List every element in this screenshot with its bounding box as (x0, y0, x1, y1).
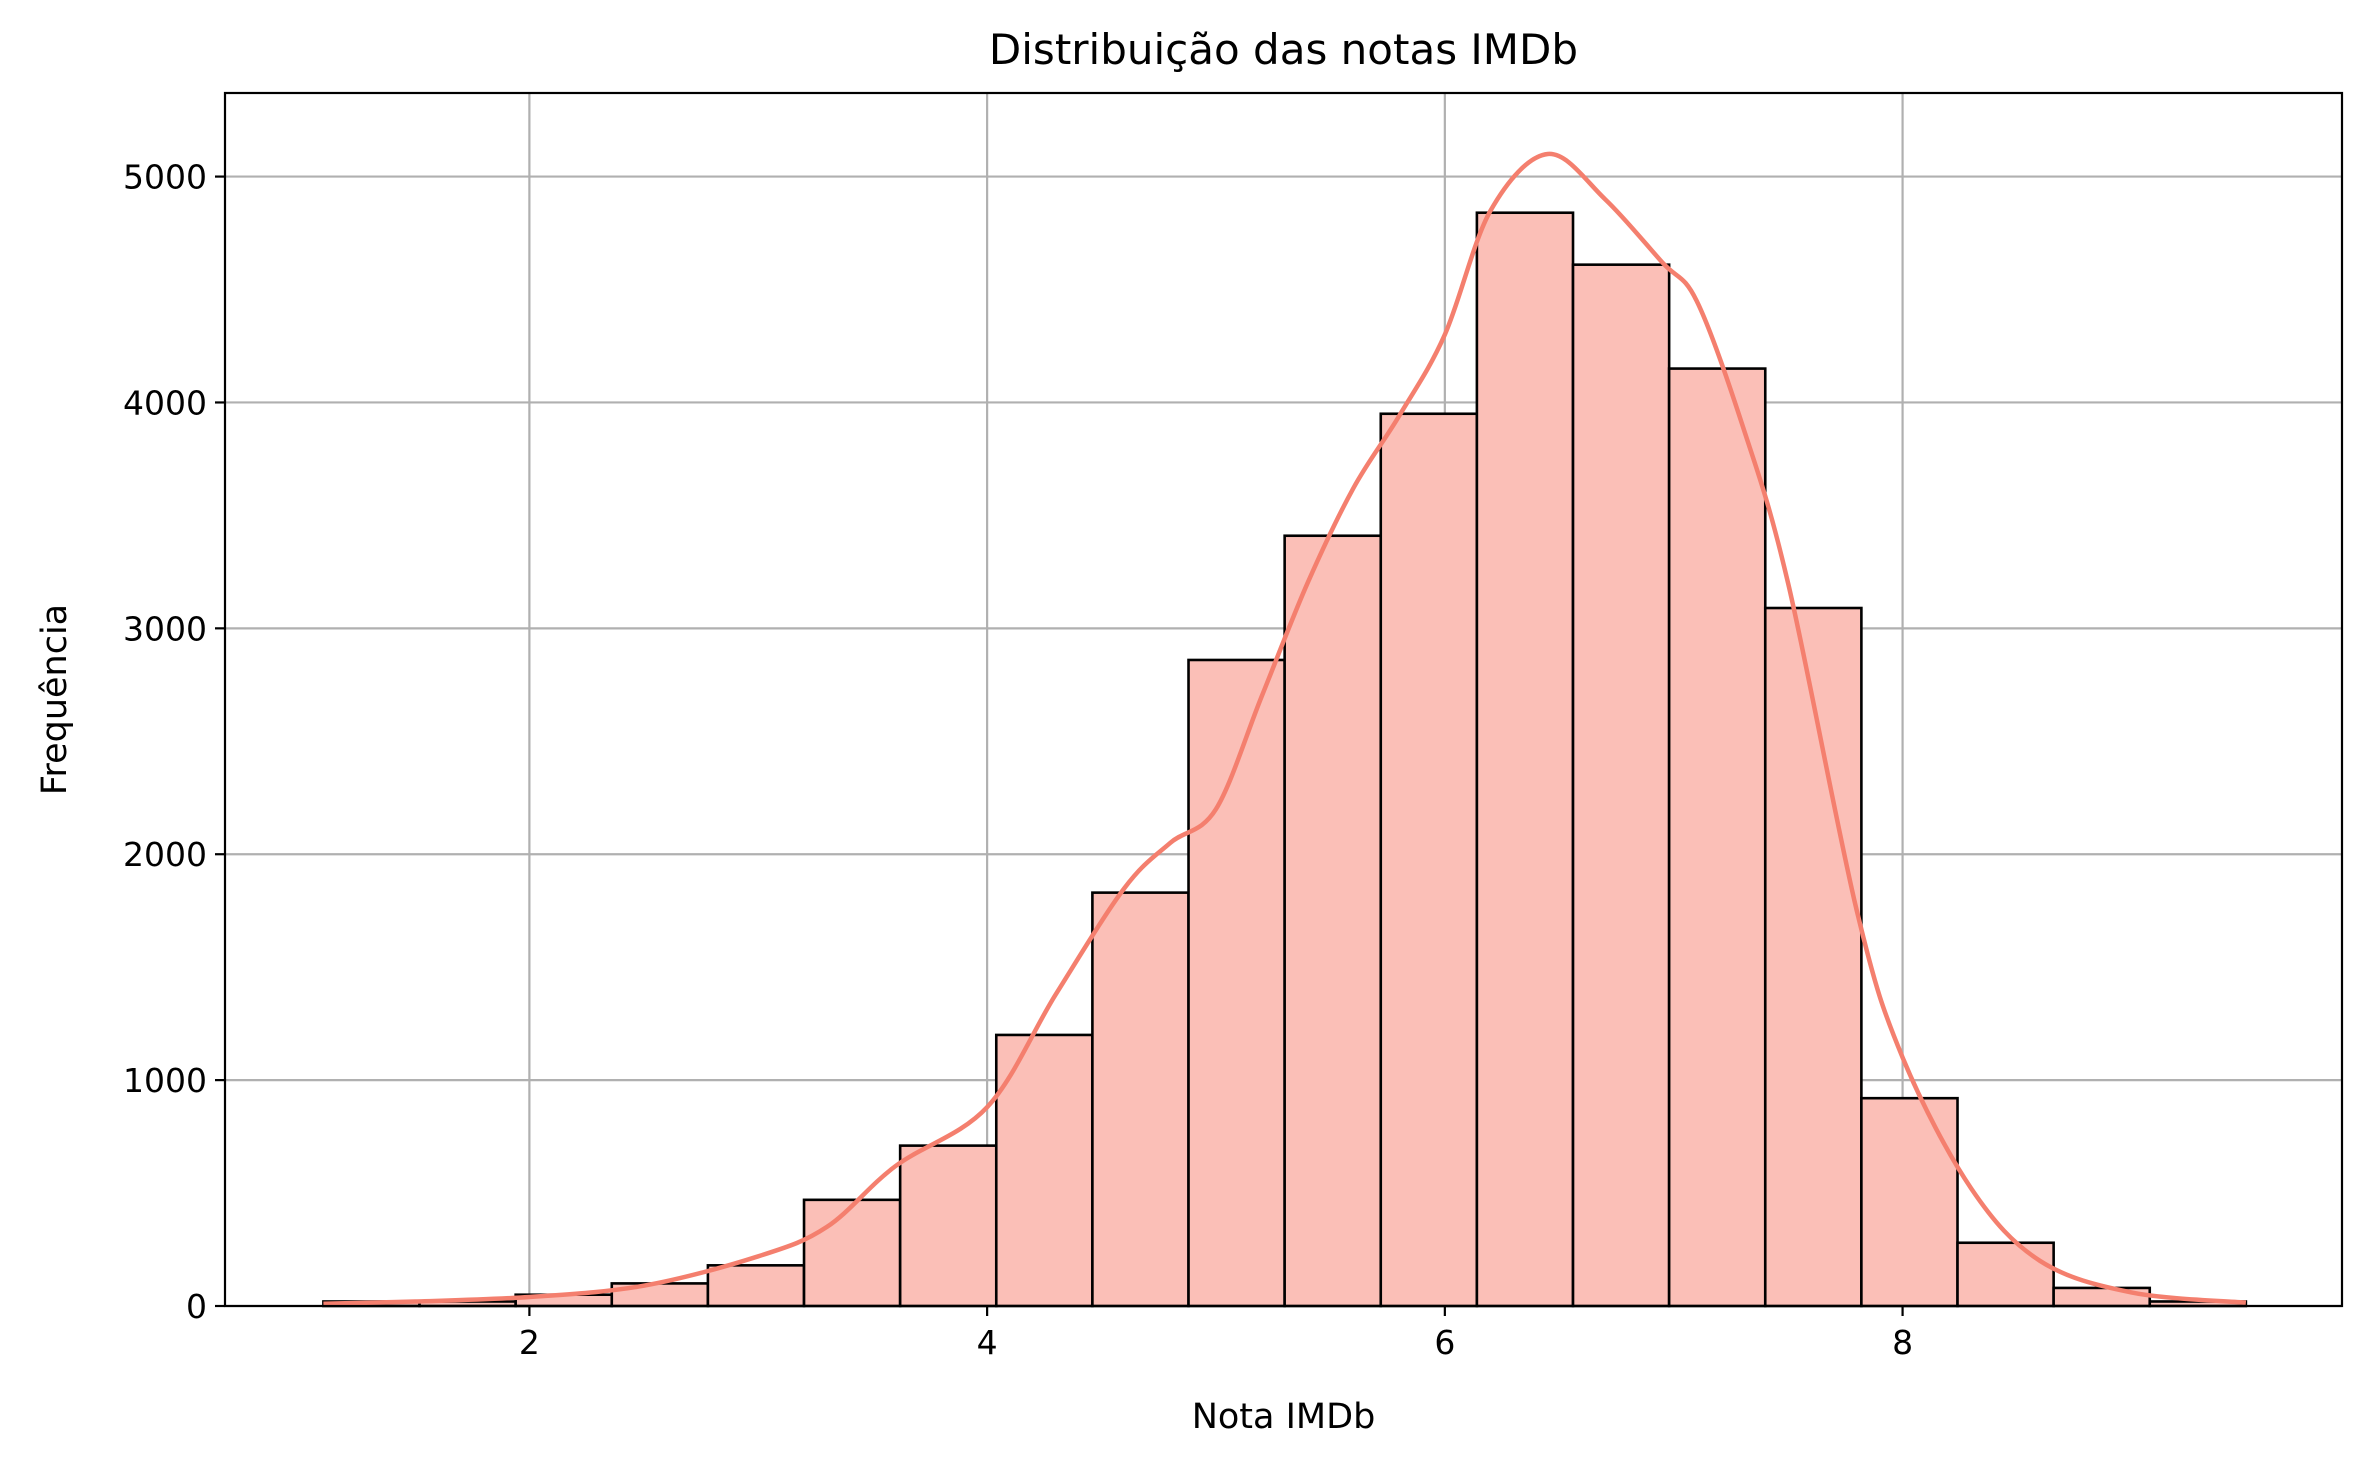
y-tick-label: 4000 (123, 383, 207, 422)
histogram-bar (802, 1198, 902, 1308)
histogram-bar (1860, 1096, 1959, 1308)
y-tick-label: 0 (186, 1287, 207, 1326)
y-tick-label: 1000 (123, 1061, 207, 1100)
y-tick-label: 5000 (123, 158, 207, 197)
plot-frame (223, 91, 2344, 1308)
x-tick-label: 4 (977, 1323, 998, 1362)
y-axis-ticks: 0 1000 2000 3000 4000 5000 (123, 158, 225, 1326)
x-axis-label: Nota IMDb (1192, 1397, 1376, 1437)
histogram-bar (898, 1144, 998, 1308)
x-tick-label: 8 (1892, 1323, 1913, 1362)
histogram-bar (1956, 1241, 2055, 1308)
histogram-bar (1091, 891, 1190, 1308)
x-tick-label: 2 (519, 1323, 540, 1362)
kde-curve-layer (323, 151, 2247, 1306)
y-tick-label: 2000 (123, 835, 207, 874)
histogram-bar (1667, 367, 1767, 1308)
histogram-bar (2052, 1286, 2152, 1308)
histogram-bars (322, 211, 2248, 1308)
histogram-bar (1571, 263, 1671, 1308)
histogram-bar (1379, 412, 1479, 1308)
histogram-bar (994, 1033, 1094, 1308)
kde-curve (323, 151, 2247, 1306)
histogram-bar (706, 1264, 806, 1308)
histogram-bar (1763, 606, 1863, 1308)
y-tick-label: 3000 (123, 609, 207, 648)
y-axis-label: Frequência (35, 604, 75, 795)
histogram-bar (1283, 534, 1383, 1308)
chart-title: Distribuição das notas IMDb (989, 25, 1578, 74)
histogram-bar (1187, 658, 1286, 1308)
x-axis-ticks: 2 4 6 8 (519, 1306, 1913, 1362)
histogram-bar (1475, 211, 1575, 1308)
x-tick-label: 6 (1434, 1323, 1455, 1362)
